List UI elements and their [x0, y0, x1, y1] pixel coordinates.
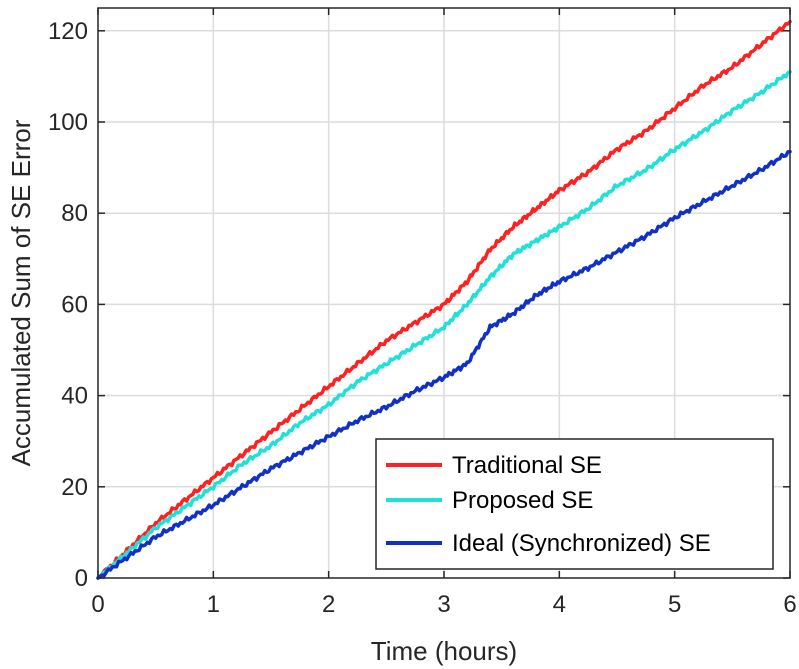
series-line — [96, 70, 792, 580]
x-tick-label: 2 — [322, 591, 335, 618]
y-tick-label: 0 — [75, 565, 88, 592]
series-line — [96, 19, 792, 580]
y-tick-label: 80 — [61, 200, 88, 227]
x-tick-label: 1 — [207, 591, 220, 618]
legend-label-ideal: Ideal (Synchronized) SE — [452, 530, 711, 557]
x-axis-title: Time (hours) — [371, 636, 517, 666]
series-line — [96, 149, 792, 580]
series-layer — [96, 19, 792, 580]
y-tick-label: 20 — [61, 474, 88, 501]
x-tick-label: 0 — [91, 591, 104, 618]
y-tick-label: 120 — [48, 18, 88, 45]
x-tick-label: 4 — [553, 591, 566, 618]
y-axis-title: Accumulated Sum of SE Error — [6, 119, 36, 466]
y-tick-label: 40 — [61, 383, 88, 410]
legend-entry: Proposed SE — [386, 487, 593, 514]
x-tick-label: 3 — [437, 591, 450, 618]
legend-label-traditional: Traditional SE — [452, 452, 602, 479]
x-tick-label: 5 — [668, 591, 681, 618]
y-tick-label: 100 — [48, 109, 88, 136]
legend: Traditional SE Proposed SE Ideal (Synchr… — [375, 438, 774, 570]
legend-label-proposed: Proposed SE — [452, 487, 593, 514]
grid-lines — [98, 8, 790, 578]
x-tick-label: 6 — [783, 591, 796, 618]
legend-box — [375, 438, 774, 570]
y-tick-label: 60 — [61, 291, 88, 318]
legend-entry: Ideal (Synchronized) SE — [386, 530, 711, 557]
legend-entry: Traditional SE — [386, 452, 602, 479]
